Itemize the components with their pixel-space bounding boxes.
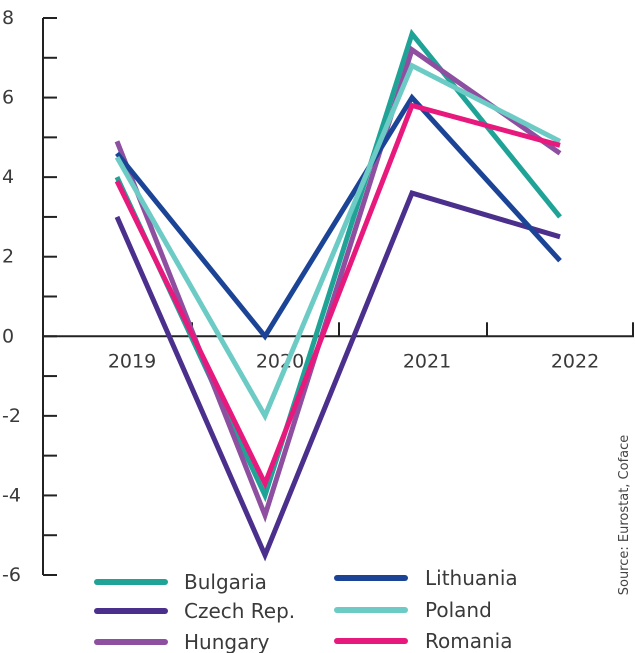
- source-note: Source: Eurostat, Coface: [617, 435, 632, 596]
- series-line-czech-rep: [114, 190, 561, 562]
- legend-label-romania: Romania: [425, 629, 512, 653]
- y-tick-label: 0: [2, 325, 14, 347]
- series-lines: [114, 28, 562, 562]
- legend-label-lithuania: Lithuania: [425, 566, 518, 590]
- series-line-poland: [114, 62, 562, 422]
- y-tick-label: 6: [2, 87, 14, 109]
- legend-label-bulgaria: Bulgaria: [184, 570, 267, 594]
- y-tick-label: 8: [2, 7, 14, 29]
- y-tick-label: -2: [2, 405, 21, 427]
- legend-label-czech-rep: Czech Rep.: [184, 599, 295, 623]
- series-line-hungary: [114, 45, 562, 523]
- series-line-lithuania: [115, 93, 562, 341]
- y-tick-label: -4: [2, 484, 21, 506]
- y-tick-label: -6: [2, 564, 21, 586]
- series-line-bulgaria: [114, 28, 562, 503]
- legend: Bulgaria Czech Rep. Hungary Lithuania Poland…: [94, 566, 518, 653]
- x-tick-label: 2020: [256, 350, 304, 372]
- x-tick-label: 2021: [403, 350, 451, 372]
- x-tick-label: 2022: [551, 350, 599, 372]
- series-line-romania: [114, 102, 561, 490]
- y-tick-label: 4: [2, 166, 14, 188]
- y-tick-label: 2: [2, 246, 14, 268]
- x-tick-label: 2019: [108, 350, 156, 372]
- legend-label-hungary: Hungary: [184, 630, 270, 653]
- axes: 8 6 4 2 0 -2 -4 -6 2019 2020 2021 2022: [2, 7, 634, 586]
- legend-label-poland: Poland: [425, 598, 492, 622]
